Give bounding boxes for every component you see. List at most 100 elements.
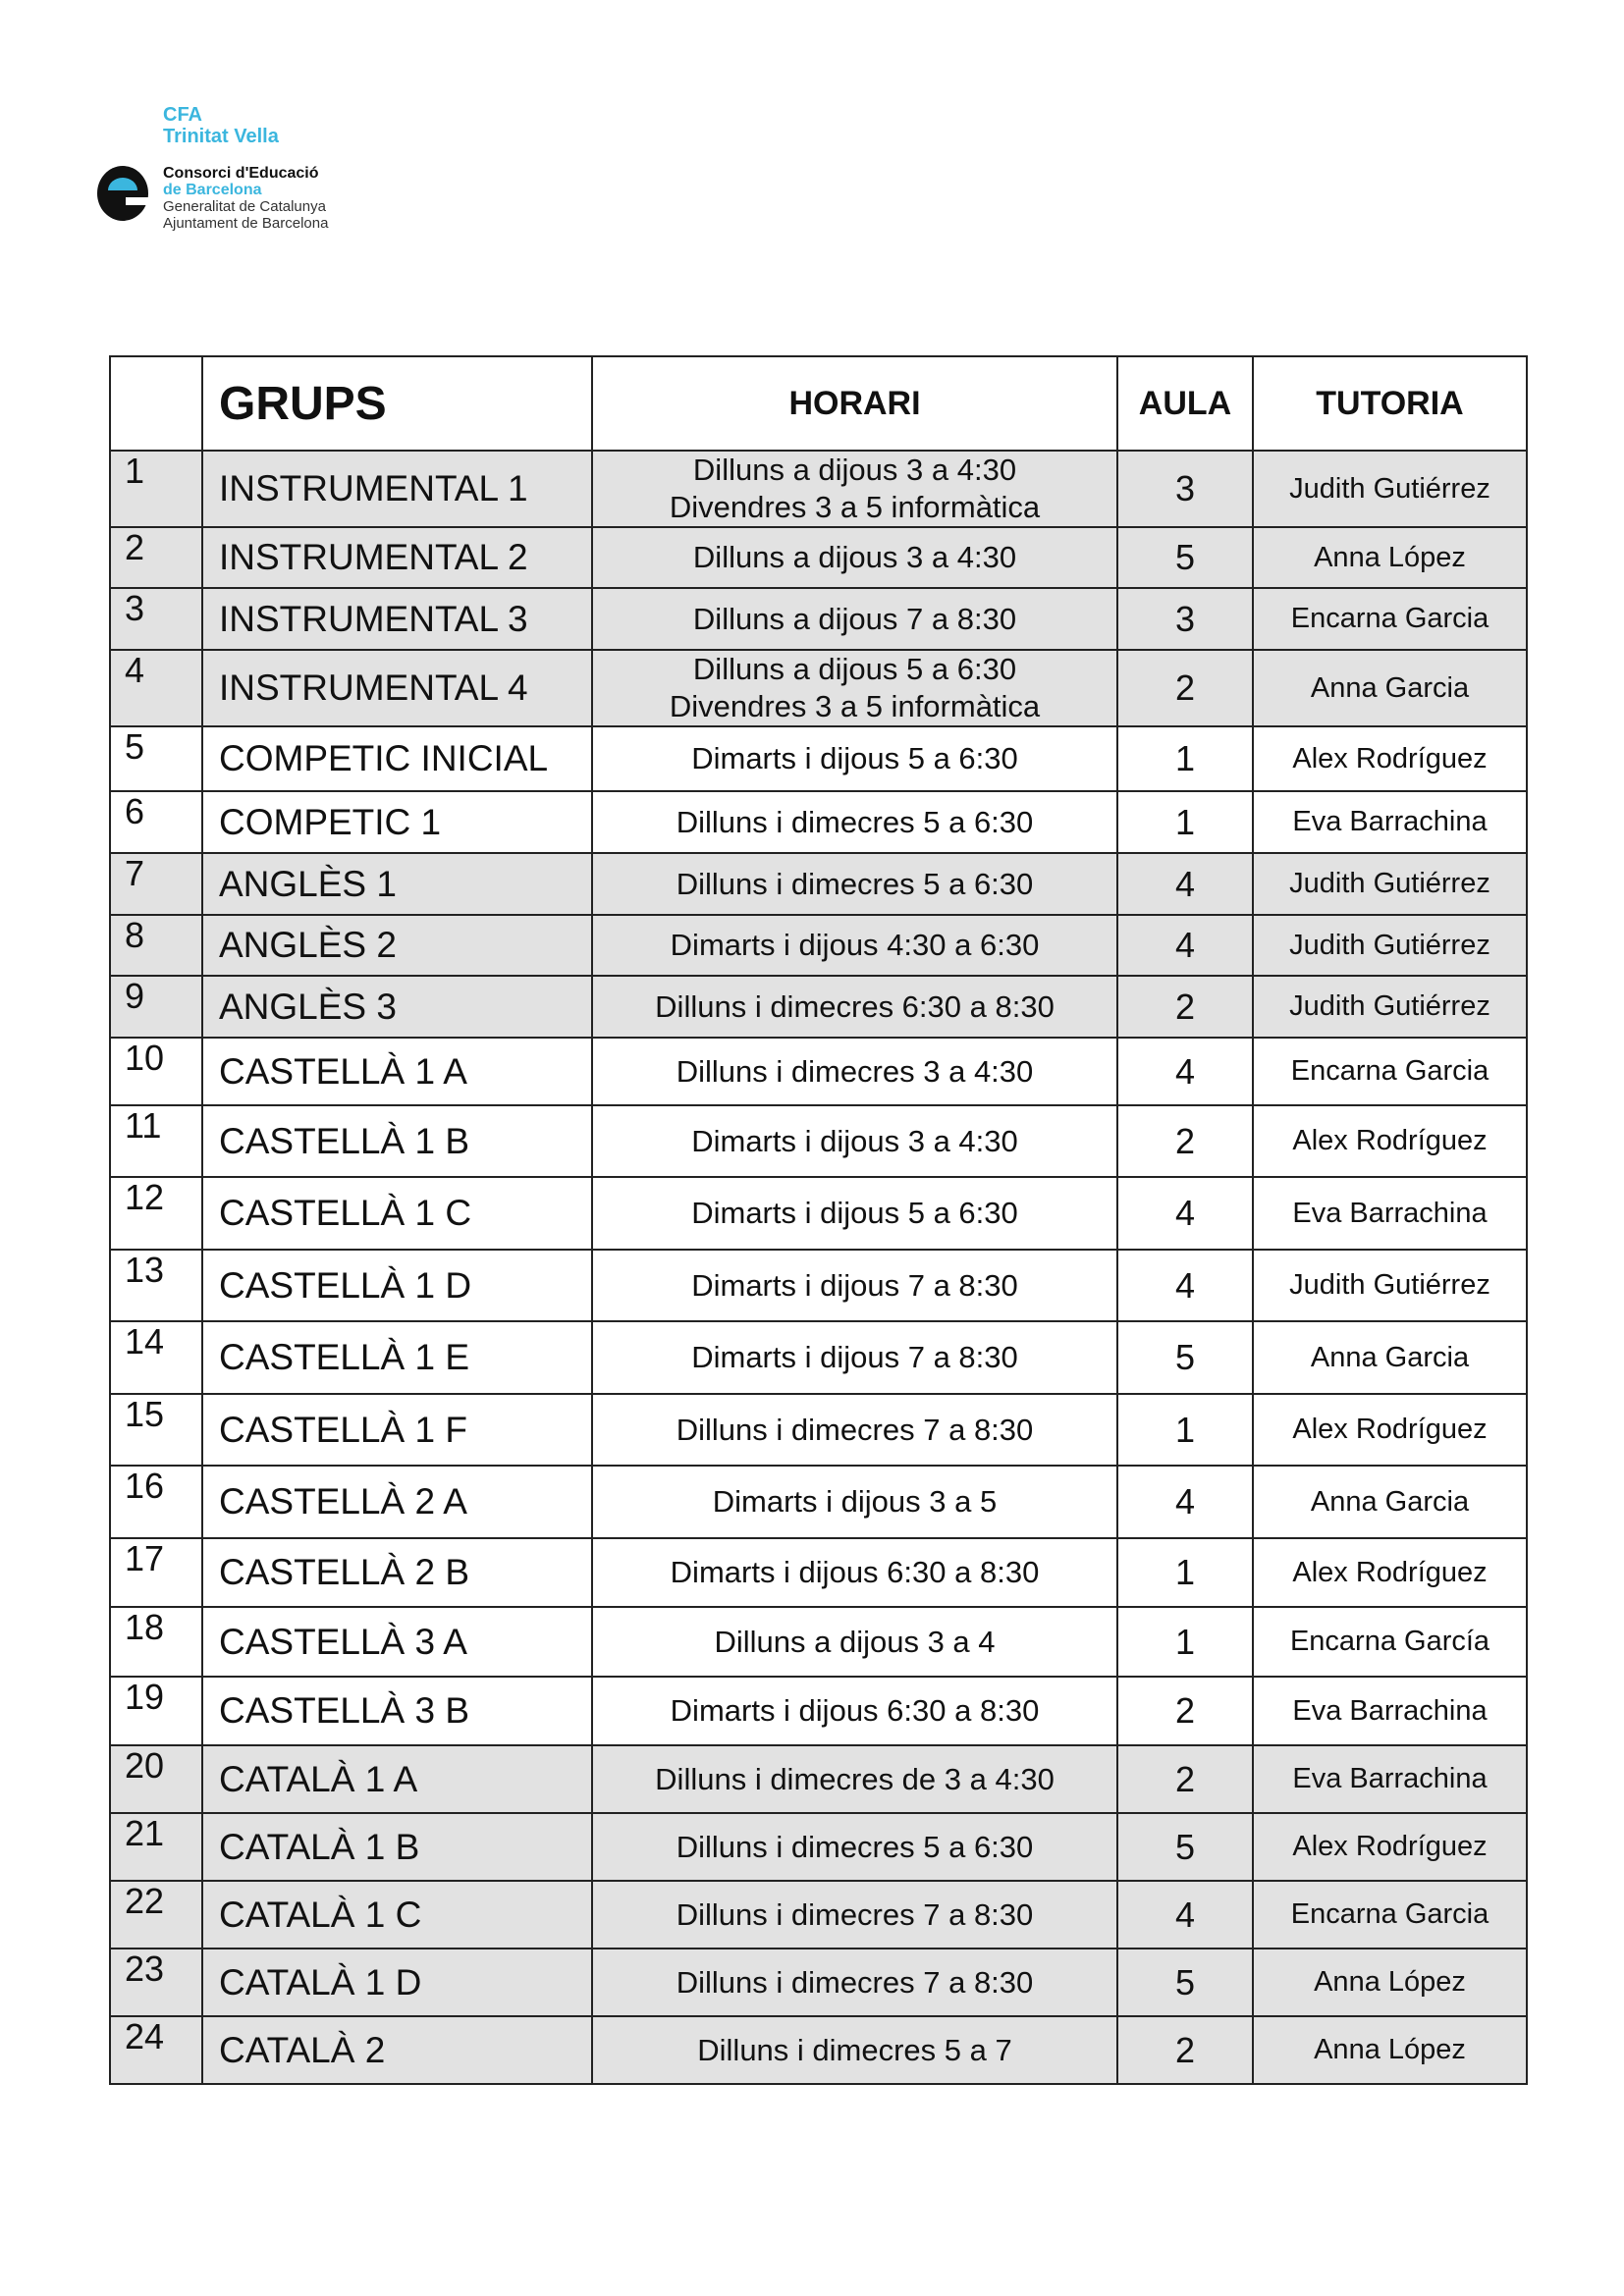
row-number: 1 (109, 450, 203, 528)
row-number: 10 (109, 1037, 203, 1106)
tutor: Anna Garcia (1252, 649, 1528, 727)
classroom: 1 (1116, 790, 1254, 854)
schedule-line: Dilluns i dimecres 5 a 6:30 (676, 1829, 1034, 1864)
classroom: 4 (1116, 1176, 1254, 1251)
tutor: Judith Gutiérrez (1252, 975, 1528, 1039)
table-row: 5 COMPETIC INICIAL Dimarts i dijous 5 a 6:… (109, 725, 1528, 792)
schedule-line: Dimarts i dijous 5 a 6:30 (691, 1196, 1018, 1230)
classroom: 1 (1116, 1606, 1254, 1678)
classroom: 4 (1116, 1249, 1254, 1322)
schedule-line: Divendres 3 a 5 informàtica (669, 490, 1041, 524)
tutor: Anna López (1252, 1948, 1528, 2017)
header-aula: AULA (1116, 355, 1254, 452)
schedule: Dilluns a dijous 7 a 8:30 (591, 587, 1118, 651)
row-number: 7 (109, 852, 203, 916)
schedule: Dimarts i dijous 3 a 4:30 (591, 1104, 1118, 1178)
classroom: 1 (1116, 1393, 1254, 1467)
tutor: Eva Barrachina (1252, 1176, 1528, 1251)
row-number: 2 (109, 526, 203, 589)
tutor: Eva Barrachina (1252, 1676, 1528, 1746)
classroom: 4 (1116, 852, 1254, 916)
table-row: 2 INSTRUMENTAL 2 Dilluns a dijous 3 a 4:30… (109, 526, 1528, 589)
tutor: Encarna Garcia (1252, 587, 1528, 651)
table-row: 8 ANGLÈS 2 Dimarts i dijous 4:30 a 6:30 4 Ju… (109, 914, 1528, 977)
classroom: 2 (1116, 1744, 1254, 1814)
table-row: 13 CASTELLÀ 1 D Dimarts i dijous 7 a 8:30 4… (109, 1249, 1528, 1322)
table-row: 6 COMPETIC 1 Dilluns i dimecres 5 a 6:30 1 E… (109, 790, 1528, 854)
row-number: 6 (109, 790, 203, 854)
logo-consorci-text: Consorci d'Educació de Barcelona General… (163, 165, 328, 232)
tutor: Alex Rodríguez (1252, 1104, 1528, 1178)
classroom: 5 (1116, 1812, 1254, 1882)
logo-line: de Barcelona (163, 182, 262, 198)
row-number: 13 (109, 1249, 203, 1322)
schedule-line: Dilluns a dijous 3 a 4:30 (692, 453, 1017, 487)
schedule: Dilluns i dimecres 5 a 7 (591, 2015, 1118, 2085)
table-row: 14 CASTELLÀ 1 E Dimarts i dijous 7 a 8:30 5… (109, 1320, 1528, 1395)
group-name: INSTRUMENTAL 2 (201, 526, 593, 589)
table-row: 1 INSTRUMENTAL 1 Dilluns a dijous 3 a 4:30… (109, 450, 1528, 528)
classroom: 4 (1116, 1880, 1254, 1949)
group-name: ANGLÈS 2 (201, 914, 593, 977)
tutor: Anna López (1252, 526, 1528, 589)
schedule: Dilluns i dimecres 7 a 8:30 (591, 1948, 1118, 2017)
classroom: 4 (1116, 914, 1254, 977)
group-name: CASTELLÀ 3 A (201, 1606, 593, 1678)
classroom: 3 (1116, 587, 1254, 651)
row-number: 9 (109, 975, 203, 1039)
group-name: CASTELLÀ 1 D (201, 1249, 593, 1322)
schedule-line: Dilluns a dijous 3 a 4 (714, 1624, 996, 1659)
row-number: 21 (109, 1812, 203, 1882)
schedule: Dilluns i dimecres 5 a 6:30 (591, 1812, 1118, 1882)
group-name: CASTELLÀ 2 B (201, 1537, 593, 1608)
classroom: 2 (1116, 2015, 1254, 2085)
table-row: 3 INSTRUMENTAL 3 Dilluns a dijous 7 a 8:30… (109, 587, 1528, 651)
schedule-line: Dilluns a dijous 5 a 6:30 (692, 652, 1017, 686)
schedule-line: Dilluns a dijous 3 a 4:30 (692, 540, 1017, 574)
schedule: Dimarts i dijous 6:30 a 8:30 (591, 1537, 1118, 1608)
table-row: 21 CATALÀ 1 B Dilluns i dimecres 5 a 6:30 5… (109, 1812, 1528, 1882)
table-row: 19 CASTELLÀ 3 B Dimarts i dijous 6:30 a 8:… (109, 1676, 1528, 1746)
schedule-line: Dilluns i dimecres 7 a 8:30 (676, 1412, 1034, 1447)
row-number: 14 (109, 1320, 203, 1395)
row-number: 11 (109, 1104, 203, 1178)
schedule-line: Dilluns i dimecres de 3 a 4:30 (655, 1761, 1055, 1796)
schedule: Dilluns i dimecres 6:30 a 8:30 (591, 975, 1118, 1039)
tutor: Alex Rodríguez (1252, 1393, 1528, 1467)
group-name: CASTELLÀ 2 A (201, 1465, 593, 1539)
schedule-line: Dilluns a dijous 7 a 8:30 (692, 601, 1017, 636)
logo-line: Ajuntament de Barcelona (163, 215, 329, 232)
table-row: 15 CASTELLÀ 1 F Dilluns i dimecres 7 a 8:3… (109, 1393, 1528, 1467)
schedule-line: Dilluns i dimecres 5 a 6:30 (676, 866, 1034, 901)
schedule-line: Divendres 3 a 5 informàtica (669, 689, 1041, 723)
schedule-line: Dilluns i dimecres 6:30 a 8:30 (655, 988, 1055, 1024)
row-number: 12 (109, 1176, 203, 1251)
schedule-line: Dimarts i dijous 5 a 6:30 (691, 741, 1018, 775)
row-number: 23 (109, 1948, 203, 2017)
schedule: Dimarts i dijous 3 a 5 (591, 1465, 1118, 1539)
tutor: Alex Rodríguez (1252, 725, 1528, 792)
group-name: CATALÀ 2 (201, 2015, 593, 2085)
schedule: Dilluns a dijous 5 a 6:30 Divendres 3 a 5… (591, 649, 1118, 727)
group-name: CASTELLÀ 1 C (201, 1176, 593, 1251)
schedule: Dilluns a dijous 3 a 4:30 Divendres 3 a 5… (591, 450, 1118, 528)
row-number: 22 (109, 1880, 203, 1949)
table-row: 11 CASTELLÀ 1 B Dimarts i dijous 3 a 4:30 2… (109, 1104, 1528, 1178)
row-number: 5 (109, 725, 203, 792)
schedule-line: Dimarts i dijous 7 a 8:30 (691, 1267, 1018, 1303)
schedule-line: Dilluns i dimecres 7 a 8:30 (676, 1896, 1034, 1932)
schedule: Dimarts i dijous 6:30 a 8:30 (591, 1676, 1118, 1746)
group-name: CASTELLÀ 1 B (201, 1104, 593, 1178)
schedule: Dimarts i dijous 5 a 6:30 (591, 725, 1118, 792)
group-name: CATALÀ 1 B (201, 1812, 593, 1882)
logo-line: Consorci d'Educació (163, 165, 319, 182)
logo-cfa-text: CFA Trinitat Vella (163, 104, 279, 147)
tutor: Judith Gutiérrez (1252, 914, 1528, 977)
group-name: CASTELLÀ 1 A (201, 1037, 593, 1106)
logo-line: CFA (163, 104, 202, 126)
classroom: 1 (1116, 725, 1254, 792)
group-name: ANGLÈS 1 (201, 852, 593, 916)
logo-line: Trinitat Vella (163, 126, 279, 147)
group-name: CATALÀ 1 C (201, 1880, 593, 1949)
schedule: Dilluns i dimecres de 3 a 4:30 (591, 1744, 1118, 1814)
